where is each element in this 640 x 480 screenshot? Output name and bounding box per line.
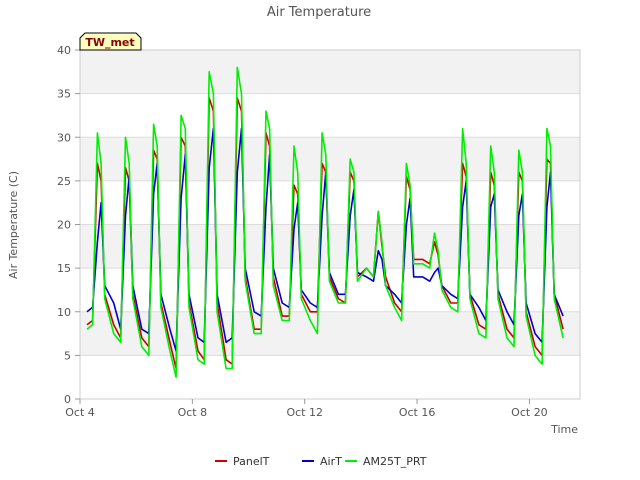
- legend: PanelT AirT AM25T_PRT: [215, 455, 427, 468]
- site-label-text: TW_met: [85, 36, 134, 49]
- chart-title: Air Temperature: [267, 5, 371, 20]
- y-tick-label: 5: [64, 349, 71, 362]
- x-tick-label: Oct 20: [511, 406, 548, 419]
- plot-band: [80, 50, 580, 94]
- site-label-badge: [79, 32, 142, 51]
- x-tick-label: Oct 16: [399, 406, 436, 419]
- x-axis-label: Time: [550, 423, 578, 436]
- y-tick-label: 20: [57, 219, 71, 232]
- y-axis-ticks: 0 5 10 15 20 25 30 35 40: [57, 44, 80, 406]
- legend-label: PanelT: [233, 455, 270, 468]
- y-tick-label: 35: [57, 88, 71, 101]
- y-tick-label: 40: [57, 44, 71, 57]
- site-label-box: TW_met: [79, 32, 142, 51]
- y-tick-label: 25: [57, 175, 71, 188]
- series-lines: [86, 66, 564, 379]
- series-line-panelt: [86, 97, 564, 370]
- x-tick-label: Oct 4: [65, 406, 95, 419]
- series-line-am25t-prt: [86, 66, 564, 379]
- y-tick-label: 15: [57, 262, 71, 275]
- legend-label: AM25T_PRT: [363, 455, 427, 468]
- x-tick-label: Oct 8: [178, 406, 208, 419]
- series-line-airt: [86, 127, 564, 352]
- y-tick-label: 10: [57, 306, 71, 319]
- plot-background-bands: [80, 50, 580, 356]
- plot-band: [80, 224, 580, 269]
- y-tick-label: 30: [57, 131, 71, 144]
- x-axis-ticks: Oct 4 Oct 8 Oct 12 Oct 16 Oct 20: [65, 399, 548, 419]
- y-axis-label: Air Temperature (C): [7, 171, 20, 279]
- plot-band: [80, 137, 580, 181]
- x-tick-label: Oct 12: [286, 406, 323, 419]
- y-tick-label: 0: [64, 393, 71, 406]
- legend-label: AirT: [320, 455, 342, 468]
